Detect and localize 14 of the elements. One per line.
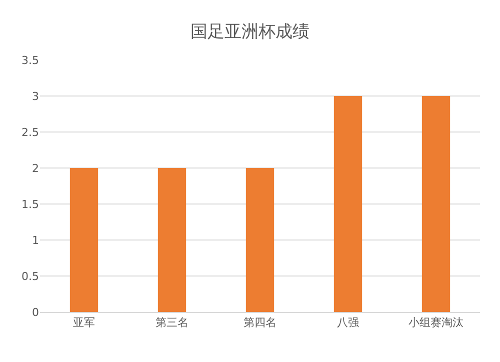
y-tick-label: 2 <box>32 162 39 175</box>
y-tick-label: 3.5 <box>22 54 39 67</box>
chart-title: 国足亚洲杯成绩 <box>190 22 310 42</box>
y-tick-label: 1 <box>32 234 39 247</box>
y-tick-label: 3 <box>32 90 39 103</box>
y-tick-label: 0 <box>32 306 39 319</box>
y-tick-label: 2.5 <box>22 126 39 139</box>
x-tick-label: 八强 <box>337 316 359 330</box>
x-tick-label: 第三名 <box>156 316 188 330</box>
x-tick-label: 亚军 <box>73 316 95 330</box>
x-tick-label: 第四名 <box>244 316 276 330</box>
x-tick-label: 小组赛淘汰 <box>408 316 464 330</box>
y-tick-label: 1.5 <box>22 198 39 211</box>
y-tick-label: 0.5 <box>22 270 39 283</box>
